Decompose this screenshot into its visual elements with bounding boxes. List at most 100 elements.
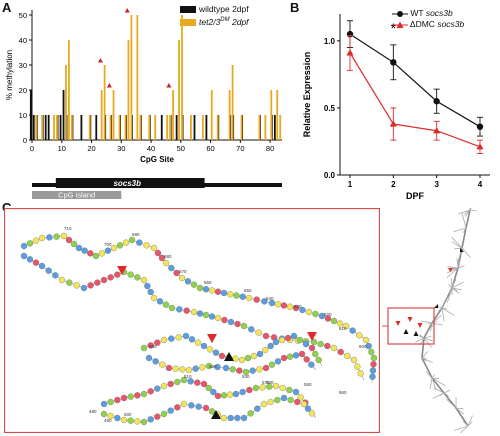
methylation-bar — [65, 65, 67, 140]
rna-base — [284, 334, 292, 342]
overview-branch — [423, 337, 432, 348]
rna-base — [160, 382, 168, 390]
y-tick-label: 0.0 — [324, 171, 336, 180]
overview-branch — [443, 392, 449, 397]
methylation-bar-chart: 0 10 20 30 40 50 0 10 20 30 40 50 60 70 80 CpG Site % me… — [5, 8, 282, 200]
rna-base — [370, 354, 378, 362]
data-point — [346, 49, 354, 56]
overview-branch — [450, 278, 453, 289]
series-line — [349, 52, 481, 148]
overview-branch — [469, 209, 477, 212]
rna-base — [357, 370, 364, 377]
rna-base — [32, 237, 40, 244]
rna-base — [175, 334, 182, 341]
methylation-bar — [273, 115, 276, 140]
overview-branch — [445, 398, 457, 409]
nucleotide-number: 560 — [339, 390, 347, 395]
rna-base — [202, 286, 210, 293]
rna-base — [110, 244, 118, 252]
methylation-bar — [276, 90, 279, 140]
rna-base — [195, 403, 202, 410]
rna-base — [350, 356, 358, 364]
rna-base — [158, 254, 166, 262]
overview-branch — [419, 334, 425, 339]
rna-base — [208, 408, 216, 415]
rna-base — [167, 380, 174, 388]
overview-branch — [451, 237, 463, 249]
rna-base — [254, 405, 261, 412]
rna-base — [73, 282, 80, 289]
rna-base — [179, 366, 186, 373]
rna-base — [200, 380, 208, 388]
rna-base — [182, 332, 190, 340]
x-tick-label: 30 — [117, 144, 125, 153]
rna-base — [312, 350, 319, 358]
rna-base — [174, 404, 181, 411]
overview-branch — [441, 307, 455, 316]
nucleotide-number: 520 — [209, 364, 217, 369]
rna-base — [120, 394, 128, 402]
rna-base — [304, 405, 312, 412]
chart-a-legend: wildtype 2dpf tet2/3DM 2dpf — [180, 4, 249, 28]
rna-base — [330, 317, 338, 325]
rna-base — [154, 413, 161, 420]
rna-base — [349, 327, 356, 334]
nucleotide-number: 700 — [104, 242, 112, 247]
methylation-bar — [112, 90, 115, 140]
rna-base — [292, 352, 300, 359]
rna-base — [208, 313, 216, 320]
rna-base — [368, 348, 375, 356]
y-tick-label: 50 — [19, 11, 27, 20]
rna-base — [315, 356, 322, 364]
overview-branch — [451, 241, 463, 249]
methylation-bar — [210, 90, 213, 140]
rna-base — [294, 398, 301, 406]
overview-branch — [451, 287, 462, 291]
rna-base — [196, 310, 204, 317]
rna-base — [100, 276, 108, 284]
y-axis-label: % methylation — [5, 50, 14, 100]
rna-base — [205, 362, 213, 370]
methylation-bar — [118, 115, 121, 140]
rna-base — [147, 416, 154, 423]
x-tick-label: 0 — [30, 144, 34, 153]
x-tick-label: 4 — [478, 180, 483, 189]
overview-site-arrow — [403, 329, 409, 334]
nucleotide-number: 500 — [124, 412, 132, 417]
rna-base — [60, 232, 68, 240]
rna-base — [305, 308, 313, 316]
nucleotide-number: 630 — [294, 304, 302, 309]
rna-base — [162, 259, 170, 267]
rna-base — [100, 400, 108, 408]
overview-branch — [420, 320, 433, 324]
overview-branch — [462, 420, 469, 427]
methylation-bar — [100, 90, 103, 140]
x-tick-label: 70 — [236, 144, 244, 153]
rna-base — [336, 320, 344, 327]
methylation-bar — [44, 115, 47, 140]
dmc-arrow — [117, 266, 127, 275]
methylation-bar — [166, 115, 169, 140]
rna-base — [324, 342, 331, 350]
rna-base — [244, 354, 252, 362]
rna-base — [214, 392, 222, 400]
overview-branch — [457, 260, 460, 269]
methylation-bar — [124, 115, 127, 140]
overview-branch — [454, 247, 463, 250]
data-point — [433, 127, 441, 134]
rna-base — [259, 384, 266, 391]
rna-base — [70, 240, 78, 248]
rna-base — [240, 322, 248, 330]
y-tick-label: 0.5 — [324, 104, 336, 113]
rna-base — [227, 291, 234, 298]
rna-base — [100, 410, 108, 418]
methylation-bar — [29, 90, 32, 140]
methylation-bar — [279, 115, 282, 140]
rna-base — [134, 392, 141, 399]
rna-base — [287, 396, 294, 404]
rna-base — [206, 346, 214, 353]
y-tick-label: 1.0 — [324, 37, 336, 46]
rna-base — [202, 311, 210, 319]
x-tick-label: 80 — [266, 144, 274, 153]
methylation-bar — [258, 115, 261, 140]
